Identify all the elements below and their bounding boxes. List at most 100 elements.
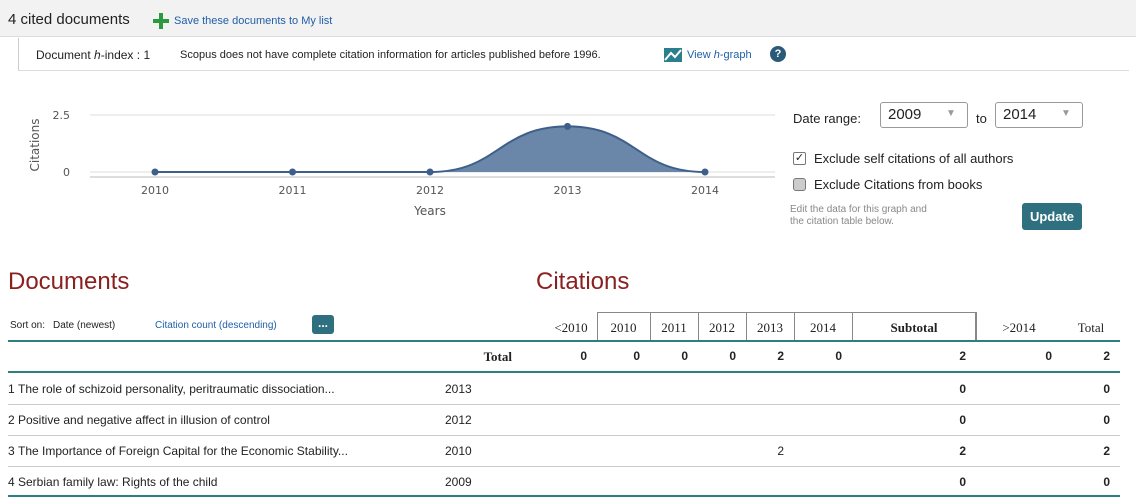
- col-header: 2010: [610, 320, 637, 335]
- col-divider: [746, 312, 747, 340]
- col-header: 2012: [709, 320, 735, 335]
- save-link[interactable]: Save these documents to My list: [174, 15, 333, 27]
- point: [701, 168, 709, 176]
- x-tick-label: 2013: [554, 184, 582, 197]
- view-hgraph[interactable]: View h-graph: [687, 49, 752, 61]
- point: [426, 168, 434, 176]
- date-range-label: Date range:: [793, 111, 861, 126]
- citations-heading: Citations: [536, 268, 630, 295]
- col-divider: [976, 312, 977, 340]
- y-tick-label: 2.5: [53, 109, 71, 122]
- hindex: Document h-index : 1: [36, 48, 150, 62]
- cell: 0: [1103, 382, 1110, 396]
- graph-icon: [664, 48, 682, 62]
- select-to[interactable]: [995, 102, 1083, 128]
- area-line: [154, 125, 706, 173]
- total-cell: 2: [777, 349, 784, 363]
- sort-label: Sort on:: [10, 320, 46, 331]
- checkbox[interactable]: [793, 178, 806, 191]
- coverage-note: Scopus does not have complete citation i…: [180, 49, 601, 61]
- rule: [8, 371, 1120, 373]
- hindex-prefix: Document: [36, 48, 91, 62]
- view-prefix: View: [687, 49, 711, 61]
- view-italic: h: [713, 49, 720, 61]
- hindex-suffix: -index :: [100, 48, 141, 62]
- total-cell: 0: [681, 349, 688, 363]
- row-title[interactable]: The role of schizoid personality, peritr…: [18, 382, 335, 396]
- row-year: 2013: [445, 382, 472, 396]
- row-rank: 4: [8, 475, 15, 489]
- col-header: 2014: [810, 320, 836, 335]
- cell: 0: [959, 413, 966, 427]
- header-box: [597, 312, 976, 340]
- cell: 2: [777, 444, 784, 458]
- row-rank: 2: [8, 413, 15, 427]
- total-cell: 0: [580, 349, 587, 363]
- to-label: to: [976, 111, 987, 126]
- col-header: 2013: [757, 320, 783, 335]
- select-from-value: 2009: [888, 106, 922, 123]
- hindex-box: [18, 38, 1129, 71]
- col-header: >2014: [1002, 320, 1036, 335]
- update-button[interactable]: Update: [1022, 203, 1082, 230]
- chart: Years Citations 0 2.5 2010 2011 2012 2013 2014: [28, 109, 775, 218]
- total-cell: 0: [835, 349, 842, 363]
- point: [564, 122, 571, 130]
- x-tick-label: 2011: [279, 184, 307, 197]
- row-year: 2009: [445, 475, 472, 489]
- sort-date[interactable]: Date (newest): [53, 320, 116, 331]
- sort-count[interactable]: Citation count (descending): [155, 320, 277, 331]
- row-title[interactable]: Serbian family law: Rights of the child: [18, 475, 218, 489]
- point: [289, 168, 296, 176]
- rule: [8, 340, 1120, 342]
- totals-label: Total: [483, 349, 512, 364]
- hindex-value: 1: [143, 48, 151, 62]
- cell: 2: [959, 444, 966, 458]
- checkbox-label: Exclude self citations of all authors: [814, 151, 1014, 166]
- row-title[interactable]: The Importance of Foreign Capital for th…: [18, 444, 348, 458]
- plus-icon: [153, 13, 169, 29]
- x-tick-label: 2010: [141, 184, 169, 197]
- row-rank: 3: [8, 444, 15, 458]
- edit-note: Edit the data for this graph and: [790, 204, 927, 215]
- cell: 2: [1103, 444, 1110, 458]
- total-cell: 2: [1103, 349, 1110, 363]
- select-from[interactable]: [880, 102, 968, 128]
- col-header: 2011: [661, 320, 687, 335]
- cell: 0: [959, 475, 966, 489]
- help-icon[interactable]: ?: [770, 46, 786, 62]
- col-header: Total: [1077, 320, 1105, 335]
- total-cell: 0: [633, 349, 640, 363]
- select-to-arrow: ▼: [1061, 108, 1071, 119]
- checkbox[interactable]: ✓: [793, 152, 806, 165]
- row-title[interactable]: Positive and negative affect in illusion…: [18, 413, 270, 427]
- total-cell: 0: [1045, 349, 1052, 363]
- col-divider: [698, 312, 699, 340]
- row-year: 2012: [445, 413, 472, 427]
- count-text: 4 cited documents: [8, 11, 130, 28]
- x-axis-label: Years: [413, 204, 446, 218]
- row-year: 2010: [445, 444, 472, 458]
- y-tick-label: 0: [63, 166, 70, 179]
- row-divider: [8, 466, 1120, 467]
- checkbox-label: Exclude Citations from books: [814, 177, 983, 192]
- view-suffix: -graph: [719, 49, 752, 61]
- cell: 0: [1103, 475, 1110, 489]
- top-bar: [0, 0, 1136, 37]
- area: [155, 126, 705, 172]
- point: [151, 168, 159, 176]
- col-divider: [794, 312, 795, 340]
- x-tick-label: 2014: [691, 184, 719, 197]
- total-cell: 0: [729, 349, 736, 363]
- x-tick-label: 2012: [416, 184, 444, 197]
- col-divider: [852, 312, 853, 340]
- col-header: Subtotal: [890, 320, 938, 335]
- col-divider: [650, 312, 651, 340]
- documents-heading: Documents: [8, 268, 130, 295]
- col-header: <2010: [554, 320, 588, 335]
- sort-more[interactable]: ...: [312, 315, 334, 334]
- edit-note: the citation table below.: [790, 216, 894, 227]
- row-divider: [8, 404, 1120, 405]
- hindex-italic: h: [94, 48, 101, 62]
